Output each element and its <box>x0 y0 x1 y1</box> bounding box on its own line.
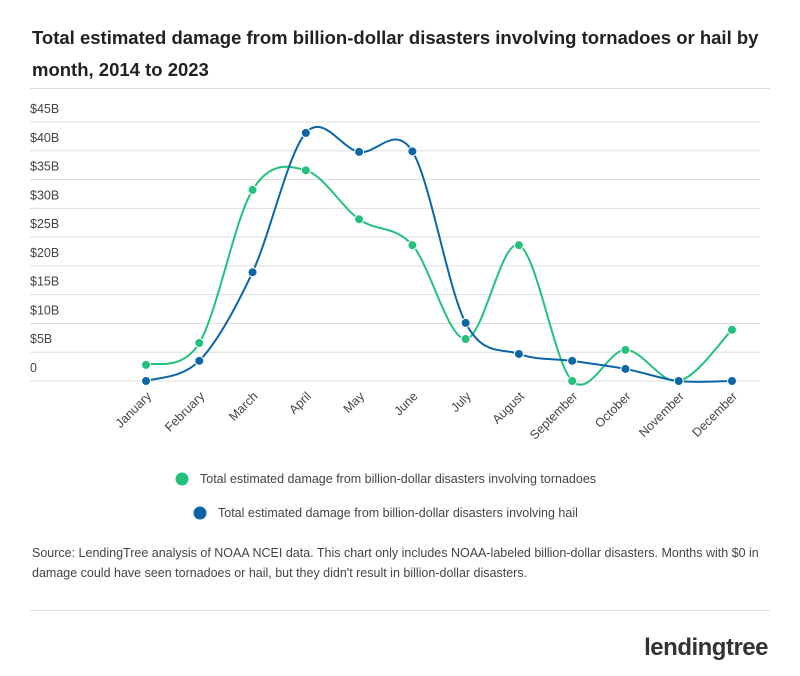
x-tick-label: October <box>592 389 633 430</box>
data-point <box>727 324 737 335</box>
data-point <box>513 348 524 359</box>
data-point <box>354 146 365 157</box>
x-tick-label: March <box>226 389 260 423</box>
x-tick-label: December <box>689 389 740 440</box>
divider <box>30 88 770 89</box>
divider <box>30 610 770 611</box>
y-tick-label: $5B <box>30 332 52 346</box>
data-point <box>194 338 205 349</box>
y-tick-label: $30B <box>30 188 59 202</box>
y-tick-label: $15B <box>30 275 59 289</box>
chart-title: Total estimated damage from billion-doll… <box>32 27 759 80</box>
y-tick-label: $25B <box>30 217 59 231</box>
data-point <box>247 267 258 278</box>
x-tick-label: November <box>636 389 687 440</box>
legend-label: Total estimated damage from billion-doll… <box>200 472 596 486</box>
data-point <box>141 376 151 386</box>
data-point <box>354 214 365 225</box>
x-tick-label: April <box>286 389 314 417</box>
data-point <box>300 127 311 138</box>
data-point <box>300 165 311 176</box>
y-tick-label: 0 <box>30 361 37 375</box>
logo: lendingtree <box>644 634 768 661</box>
y-tick-label: $45B <box>30 102 59 116</box>
y-tick-label: $10B <box>30 303 59 317</box>
x-tick-label: May <box>341 389 368 416</box>
data-point <box>513 240 524 251</box>
x-tick-label: June <box>391 389 420 418</box>
legend-marker <box>175 472 189 486</box>
legend-marker <box>193 506 207 520</box>
y-tick-label: $35B <box>30 160 59 174</box>
data-point <box>567 376 578 386</box>
data-point <box>620 363 631 374</box>
data-point <box>407 146 418 157</box>
data-point <box>460 333 471 344</box>
x-tick-label: January <box>113 389 155 431</box>
x-tick-label: February <box>162 389 208 435</box>
data-point <box>194 355 205 366</box>
data-point <box>460 317 471 328</box>
y-tick-label: $20B <box>30 246 59 260</box>
data-point <box>247 184 258 195</box>
x-tick-label: July <box>448 389 474 415</box>
series-line <box>145 125 733 383</box>
data-point <box>673 376 684 386</box>
data-point <box>407 240 418 251</box>
data-point <box>727 376 737 386</box>
y-tick-label: $40B <box>30 131 59 145</box>
legend-label: Total estimated damage from billion-doll… <box>218 506 578 520</box>
source-note: Source: LendingTree analysis of NOAA NCE… <box>32 546 759 580</box>
x-tick-label: September <box>527 389 580 442</box>
data-point <box>141 359 151 370</box>
data-point <box>620 344 631 355</box>
data-point <box>567 355 578 366</box>
x-tick-label: August <box>490 389 528 427</box>
